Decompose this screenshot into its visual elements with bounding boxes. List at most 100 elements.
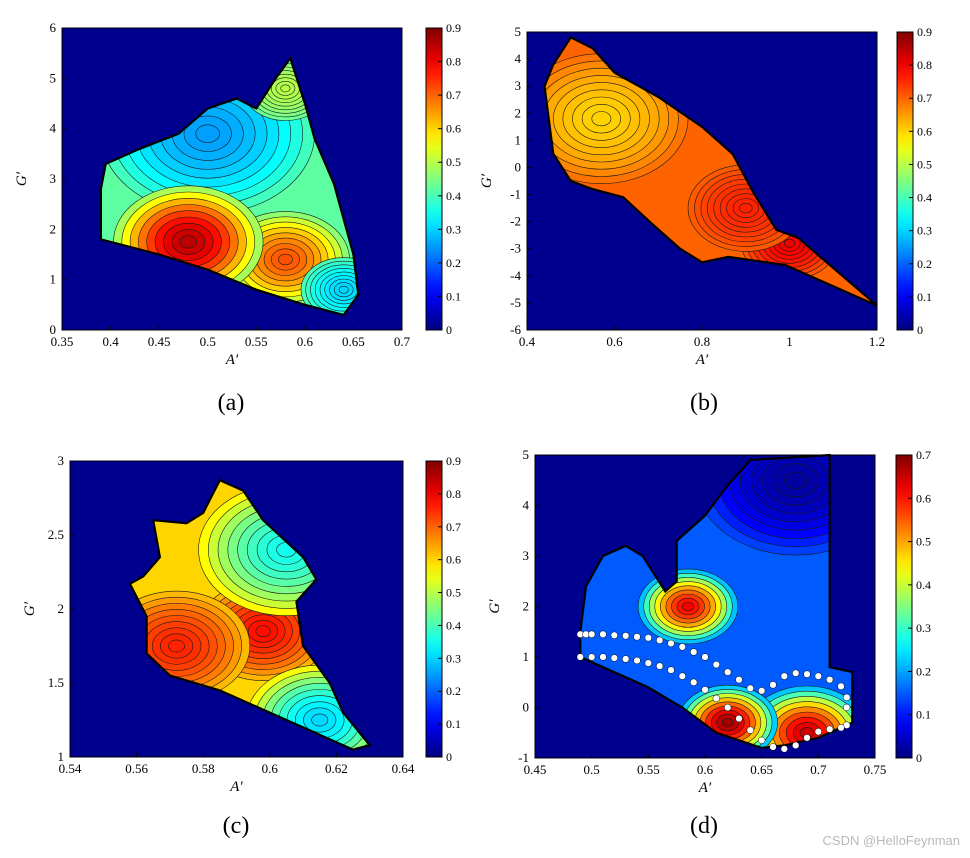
x-tick-label: 0.56 [125, 761, 148, 776]
boundary-marker-9 [667, 639, 675, 648]
y-tick-label: 2.5 [48, 527, 64, 542]
y-tick-label: 3 [50, 171, 57, 186]
colorbar-gradient [896, 31, 914, 331]
boundary-marker-13 [712, 660, 720, 669]
panel-label: (c) [223, 813, 250, 839]
colorbar-tick-label: 0.2 [446, 684, 461, 698]
x-tick-label: 1.2 [869, 334, 885, 349]
x-axis-label: A′ [229, 779, 243, 795]
boundary-marker-8 [656, 636, 664, 644]
contour-band-p1-1 [277, 253, 293, 266]
y-tick-label: -1 [518, 750, 529, 765]
colorbar-tick-label: 0 [917, 323, 923, 337]
boundary-marker-14 [724, 668, 732, 676]
boundary-marker-46 [780, 745, 788, 753]
boundary-marker-38 [690, 678, 698, 686]
colorbar-tick-label: 0.7 [446, 88, 461, 102]
x-tick-label: 0.55 [245, 334, 268, 349]
colorbar: 0 0.1 0.2 0.3 0.4 0.5 0.6 0.7 0.8 0.9 [896, 25, 932, 337]
y-tick-label: 2 [523, 599, 530, 614]
boundary-marker-3 [599, 630, 607, 638]
x-tick-label: 0.6 [697, 762, 714, 777]
chart-panel-2: 0.4 0.6 0.8 1 1.2-6-5-4-3-2-1012345A′G′(b)00… [479, 24, 932, 416]
y-tick-label: -4 [510, 268, 521, 283]
boundary-marker-11 [690, 648, 698, 656]
colorbar-tick-label: 0.7 [917, 91, 932, 105]
region-outline [128, 478, 372, 751]
y-tick-label: -1 [510, 187, 521, 202]
boundary-marker-36 [667, 666, 675, 674]
colorbar-tick-label: 0 [916, 751, 922, 765]
boundary-marker-15 [735, 676, 743, 684]
x-axis-label: A′ [695, 352, 709, 368]
colorbar-tick-label: 0.1 [446, 717, 461, 731]
boundary-marker-25 [843, 693, 851, 702]
panel-label: (d) [690, 813, 718, 839]
colorbar-tick-label: 0.5 [446, 586, 461, 600]
y-tick-label: 0 [50, 322, 57, 337]
x-tick-label: 0.4 [519, 334, 536, 349]
x-tick-label: 0.5 [200, 334, 216, 349]
x-tick-label: 0.35 [51, 334, 74, 349]
y-tick-label: 4 [515, 51, 522, 66]
colorbar-tick-label: 0.5 [917, 157, 932, 171]
boundary-marker-12 [701, 653, 709, 661]
y-tick-label: 2 [515, 105, 522, 120]
x-tick-label: 0.55 [637, 762, 660, 777]
colorbar-tick-label: 0.5 [916, 535, 931, 549]
colorbar-gradient [425, 27, 443, 331]
boundary-marker-40 [712, 694, 720, 703]
colorbar-gradient [425, 460, 443, 758]
x-tick-label: 0.65 [342, 334, 365, 349]
contour-band-p0-1 [591, 111, 612, 127]
colorbar-tick-label: 0.4 [916, 578, 931, 592]
boundary-marker-37 [678, 672, 686, 680]
contour-band-p1-1 [783, 239, 796, 248]
boundary-marker-33 [633, 656, 641, 665]
y-tick-label: 0 [523, 700, 530, 715]
boundary-marker-2 [588, 630, 596, 638]
y-tick-label: -3 [510, 241, 521, 256]
x-tick-label: 0.5 [584, 762, 600, 777]
y-axis-label: G′ [22, 601, 38, 616]
colorbar-tick-label: 0.6 [446, 553, 461, 567]
watermark: CSDN @HelloFeynman [822, 833, 960, 848]
contour-band-p1-1 [168, 639, 186, 653]
x-axis-label: A′ [698, 780, 712, 796]
boundary-marker-43 [746, 726, 754, 734]
region-outline [543, 35, 878, 307]
boundary-marker-26 [843, 703, 851, 712]
y-tick-label: 1 [515, 132, 522, 147]
boundary-marker-30 [599, 653, 607, 661]
colorbar-tick-label: 0 [446, 323, 452, 337]
boundary-marker-24 [837, 682, 845, 690]
y-tick-label: 4 [523, 498, 530, 513]
colorbar-tick-label: 0.4 [446, 189, 461, 203]
contour-band-p0-1 [255, 625, 271, 638]
boundary-marker-50 [826, 725, 834, 733]
boundary-marker-45 [769, 743, 777, 751]
y-tick-label: 5 [515, 24, 522, 39]
boundary-marker-51 [837, 724, 845, 732]
x-tick-label: 0.75 [864, 762, 887, 777]
x-tick-label: 0.4 [102, 334, 119, 349]
y-tick-label: 4 [50, 121, 57, 136]
x-tick-label: 0.45 [524, 762, 547, 777]
x-tick-label: 0.6 [262, 761, 279, 776]
x-tick-label: 0.54 [59, 761, 82, 776]
y-tick-label: 1.5 [48, 675, 64, 690]
region-outline [99, 55, 360, 317]
y-tick-label: 3 [515, 78, 522, 93]
y-tick-label: 5 [523, 447, 530, 462]
y-tick-label: -2 [510, 214, 521, 229]
colorbar-tick-label: 0.6 [446, 122, 461, 136]
boundary-marker-35 [656, 662, 664, 670]
boundary-marker-6 [633, 633, 641, 641]
x-tick-label: 0.7 [394, 334, 411, 349]
colorbar-tick-label: 0.2 [446, 256, 461, 270]
y-tick-label: 0 [515, 159, 522, 174]
colorbar-tick-label: 0 [446, 750, 452, 764]
boundary-marker-34 [644, 659, 652, 667]
panel-label: (b) [690, 390, 718, 416]
